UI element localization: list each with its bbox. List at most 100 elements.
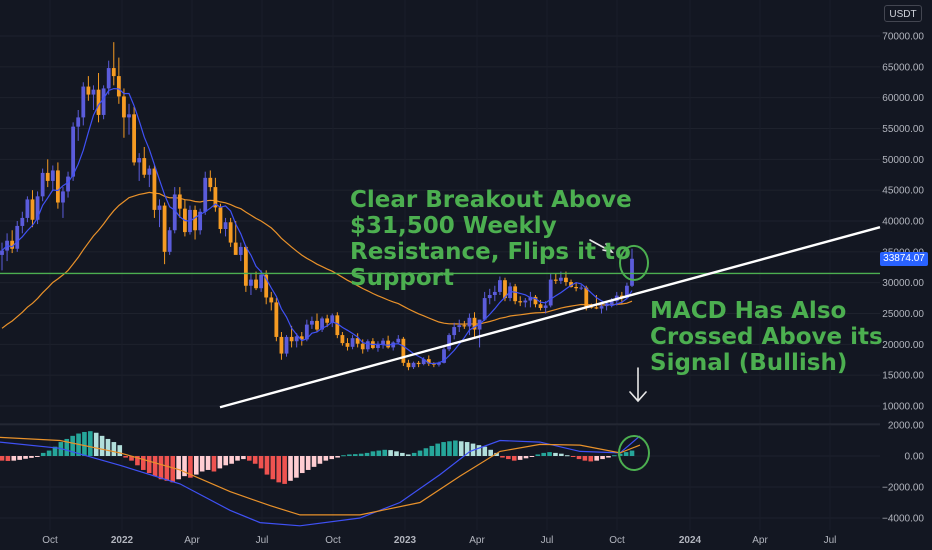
candle-body — [401, 338, 406, 363]
candle-body — [96, 89, 101, 115]
candle — [391, 341, 396, 351]
candle-body — [604, 304, 609, 307]
candle-body — [386, 340, 391, 348]
candle — [467, 313, 472, 336]
candle — [50, 165, 55, 191]
candle — [315, 313, 319, 332]
macd-panel[interactable] — [0, 367, 650, 527]
candle-body — [76, 117, 81, 127]
candle-body — [177, 194, 182, 209]
candle-body — [162, 205, 167, 252]
trend-line — [219, 226, 881, 409]
candle-body — [45, 172, 50, 181]
histogram-bar — [258, 456, 264, 469]
candle-body — [61, 191, 65, 203]
candle — [233, 221, 238, 255]
histogram-bar — [88, 431, 93, 456]
candle — [279, 332, 284, 360]
candle-body — [279, 336, 284, 354]
candle — [498, 276, 502, 295]
candle — [569, 279, 573, 288]
histogram-bar — [64, 438, 70, 456]
candle-body — [625, 285, 629, 299]
histogram-bar — [217, 456, 223, 469]
histogram-bar — [541, 452, 546, 456]
candle — [243, 245, 248, 292]
macd-axis[interactable]: 2000.00 0.00 −2000.00 −4000.00 — [882, 421, 924, 525]
current-price-tag: 33874.07 — [880, 252, 928, 266]
candle-body — [101, 88, 106, 115]
breakout-annotation: Clear Breakout Above $31,500 Weekly Resi… — [350, 187, 632, 291]
histogram-bar — [341, 455, 346, 457]
price-tick-label: 25000.00 — [882, 309, 924, 320]
candle-body — [259, 274, 264, 289]
histogram-bar — [299, 456, 305, 474]
candle — [462, 320, 467, 329]
candle — [61, 187, 65, 218]
histogram-bar — [500, 456, 505, 458]
candle — [66, 171, 70, 198]
candle — [579, 285, 584, 291]
candle-body — [569, 282, 573, 287]
currency-label[interactable]: USDT — [884, 5, 922, 22]
candle-body — [71, 126, 76, 177]
histogram-bar — [447, 441, 452, 456]
candle-body — [127, 114, 131, 118]
price-tick-label: 55000.00 — [882, 124, 924, 135]
breakout-arrow — [589, 239, 614, 254]
candle-body — [249, 279, 253, 286]
histogram-bar — [282, 456, 287, 484]
candle-body — [421, 359, 426, 365]
price-panel[interactable] — [0, 42, 881, 409]
candle-body — [365, 341, 370, 350]
candle — [482, 291, 487, 321]
histogram-bar — [129, 456, 134, 461]
histogram-bar — [52, 446, 58, 456]
candle — [76, 110, 81, 141]
candle — [284, 335, 289, 357]
histogram-bar — [17, 456, 22, 460]
candle-body — [442, 349, 446, 363]
candle-body — [264, 274, 269, 298]
candle — [122, 88, 126, 138]
candle — [101, 85, 106, 120]
candle-body — [147, 168, 152, 175]
candle — [365, 339, 370, 352]
candle-body — [122, 96, 126, 118]
candle-body — [91, 89, 96, 95]
signal-line — [0, 436, 641, 516]
histogram-bar — [146, 456, 152, 474]
candle — [599, 304, 604, 314]
histogram-bar — [182, 456, 187, 477]
candle-body — [381, 340, 385, 345]
candle — [411, 361, 416, 369]
candle — [360, 339, 365, 354]
candle-body — [396, 338, 401, 343]
candle-body — [437, 362, 441, 365]
candle-body — [350, 338, 355, 347]
candle-body — [487, 295, 492, 299]
macd-cross-circle — [618, 435, 650, 471]
candle — [264, 270, 269, 305]
time-tick-label: Apr — [184, 535, 200, 546]
candle — [472, 312, 477, 339]
histogram-bar — [270, 456, 276, 480]
histogram-bar — [600, 456, 605, 460]
candle — [294, 333, 299, 348]
candle-body — [589, 306, 594, 308]
histogram-bar — [388, 450, 393, 456]
candle — [487, 288, 492, 305]
candle — [299, 332, 304, 346]
histogram-bar — [464, 442, 470, 456]
histogram-bar — [529, 456, 535, 457]
histogram-bar — [46, 450, 52, 456]
candle-body — [391, 342, 396, 348]
histogram-bar — [305, 456, 311, 470]
candle-body — [213, 187, 218, 208]
histogram-bar — [123, 456, 128, 458]
candle — [111, 42, 116, 86]
histogram-bar — [252, 456, 258, 464]
histogram-bar — [364, 452, 370, 456]
time-axis[interactable]: Oct 2022 Apr Jul Oct 2023 Apr Jul Oct 2024 Apr Jul — [42, 535, 836, 546]
